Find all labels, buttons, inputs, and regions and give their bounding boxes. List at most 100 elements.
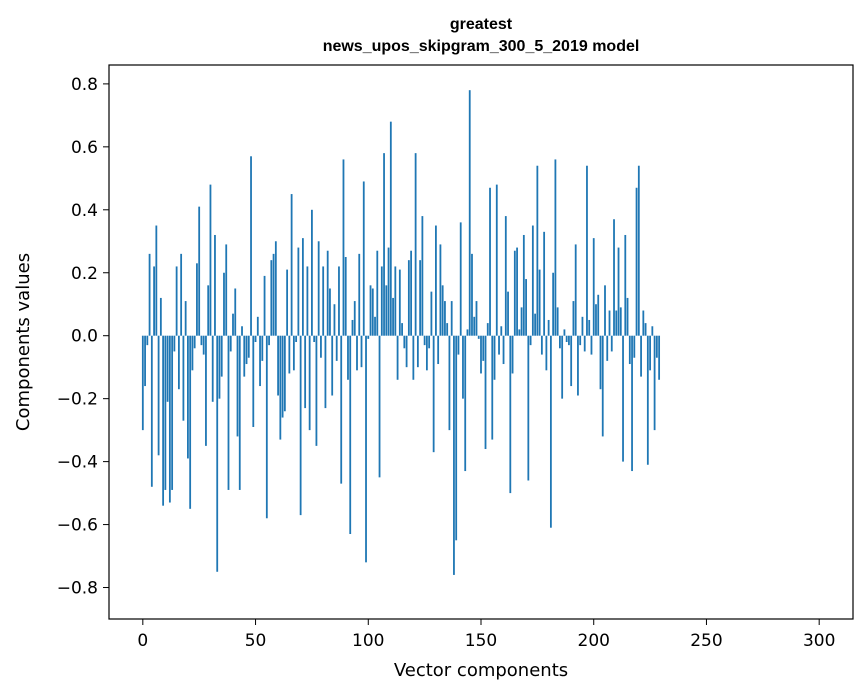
bar-184 bbox=[556, 307, 559, 336]
bar-58 bbox=[272, 253, 275, 336]
bar-72 bbox=[304, 335, 307, 409]
bar-110 bbox=[389, 121, 392, 336]
bar-51 bbox=[256, 316, 259, 336]
bar-222 bbox=[642, 310, 645, 336]
bar-103 bbox=[374, 316, 376, 336]
bar-67 bbox=[292, 335, 295, 371]
bar-200 bbox=[592, 238, 595, 336]
bar-180 bbox=[547, 319, 550, 336]
x-tick-label: 200 bbox=[578, 631, 610, 651]
bar-115 bbox=[401, 323, 403, 336]
bar-208 bbox=[610, 335, 613, 352]
bar-144 bbox=[466, 329, 469, 336]
bar-48 bbox=[250, 156, 252, 336]
y-axis: −0.8 −0.6 −0.4 −0.2 0.0 0.2 0.4 0.6 0.8 bbox=[57, 75, 109, 599]
bar-146 bbox=[471, 253, 473, 336]
bar-109 bbox=[387, 247, 390, 336]
bar-26 bbox=[200, 335, 203, 346]
bar-137 bbox=[450, 301, 453, 336]
bar-155 bbox=[491, 335, 494, 440]
bar-36 bbox=[223, 272, 225, 336]
bar-187 bbox=[563, 329, 566, 336]
bar-191 bbox=[572, 301, 575, 336]
bar-88 bbox=[340, 335, 343, 484]
bar-82 bbox=[326, 250, 329, 336]
bar-173 bbox=[531, 225, 534, 336]
bar-57 bbox=[270, 260, 273, 336]
bar-127 bbox=[428, 335, 431, 349]
bar-76 bbox=[313, 335, 316, 342]
bar-54 bbox=[263, 275, 266, 336]
bar-4 bbox=[150, 335, 153, 487]
bar-169 bbox=[522, 234, 525, 336]
bar-22 bbox=[191, 335, 194, 371]
bar-99 bbox=[365, 335, 367, 563]
bar-125 bbox=[423, 335, 426, 346]
bar-111 bbox=[392, 297, 394, 336]
bar-114 bbox=[398, 269, 401, 336]
bar-150 bbox=[480, 335, 482, 374]
bar-14 bbox=[173, 335, 176, 352]
bar-216 bbox=[628, 335, 631, 365]
bar-153 bbox=[486, 323, 489, 336]
bar-65 bbox=[288, 335, 291, 374]
y-tick-label: 0.2 bbox=[71, 264, 98, 284]
bar-30 bbox=[209, 184, 212, 336]
bar-10 bbox=[164, 335, 167, 490]
bar-126 bbox=[425, 335, 428, 371]
bar-149 bbox=[477, 335, 480, 339]
bar-159 bbox=[500, 326, 503, 336]
bar-49 bbox=[252, 335, 255, 427]
bar-83 bbox=[329, 288, 331, 336]
bar-94 bbox=[353, 301, 356, 336]
bar-176 bbox=[538, 269, 541, 336]
bar-227 bbox=[653, 335, 656, 431]
bar-74 bbox=[308, 335, 311, 431]
bar-5 bbox=[153, 266, 155, 336]
bar-229 bbox=[658, 335, 661, 380]
bar-44 bbox=[241, 326, 243, 336]
bar-219 bbox=[635, 187, 638, 336]
bar-147 bbox=[473, 316, 476, 336]
chart-title-line-1: greatest bbox=[450, 16, 513, 33]
bar-43 bbox=[238, 335, 241, 490]
bar-196 bbox=[583, 335, 586, 352]
bar-16 bbox=[177, 335, 180, 390]
bar-124 bbox=[421, 216, 424, 336]
bar-178 bbox=[543, 231, 546, 336]
bar-96 bbox=[358, 253, 361, 336]
bar-0 bbox=[141, 335, 144, 431]
bar-106 bbox=[380, 266, 383, 336]
bar-32 bbox=[214, 234, 216, 336]
bar-133 bbox=[441, 285, 444, 336]
bar-228 bbox=[655, 335, 658, 358]
bar-70 bbox=[299, 335, 302, 516]
bar-105 bbox=[378, 335, 381, 478]
bar-120 bbox=[412, 335, 415, 380]
bar-84 bbox=[331, 335, 334, 396]
bar-24 bbox=[196, 263, 198, 336]
bar-71 bbox=[301, 238, 304, 336]
bar-215 bbox=[626, 297, 629, 336]
bar-97 bbox=[360, 335, 363, 368]
x-tick-label: 0 bbox=[137, 631, 148, 651]
bar-113 bbox=[396, 335, 399, 380]
x-axis-label: Vector components bbox=[394, 660, 568, 681]
bar-40 bbox=[232, 313, 234, 336]
bar-203 bbox=[599, 335, 602, 390]
bar-63 bbox=[283, 335, 286, 412]
bar-202 bbox=[597, 294, 600, 336]
bar-116 bbox=[403, 335, 406, 349]
bar-218 bbox=[633, 335, 636, 358]
bar-68 bbox=[295, 335, 298, 342]
bar-104 bbox=[376, 250, 379, 336]
bar-192 bbox=[574, 244, 577, 336]
bar-59 bbox=[274, 241, 277, 336]
bar-6 bbox=[155, 225, 158, 336]
bar-190 bbox=[570, 335, 573, 387]
bar-41 bbox=[234, 288, 237, 336]
bar-66 bbox=[290, 194, 293, 336]
bar-131 bbox=[437, 335, 440, 365]
bar-210 bbox=[615, 310, 618, 336]
bar-28 bbox=[205, 335, 207, 446]
